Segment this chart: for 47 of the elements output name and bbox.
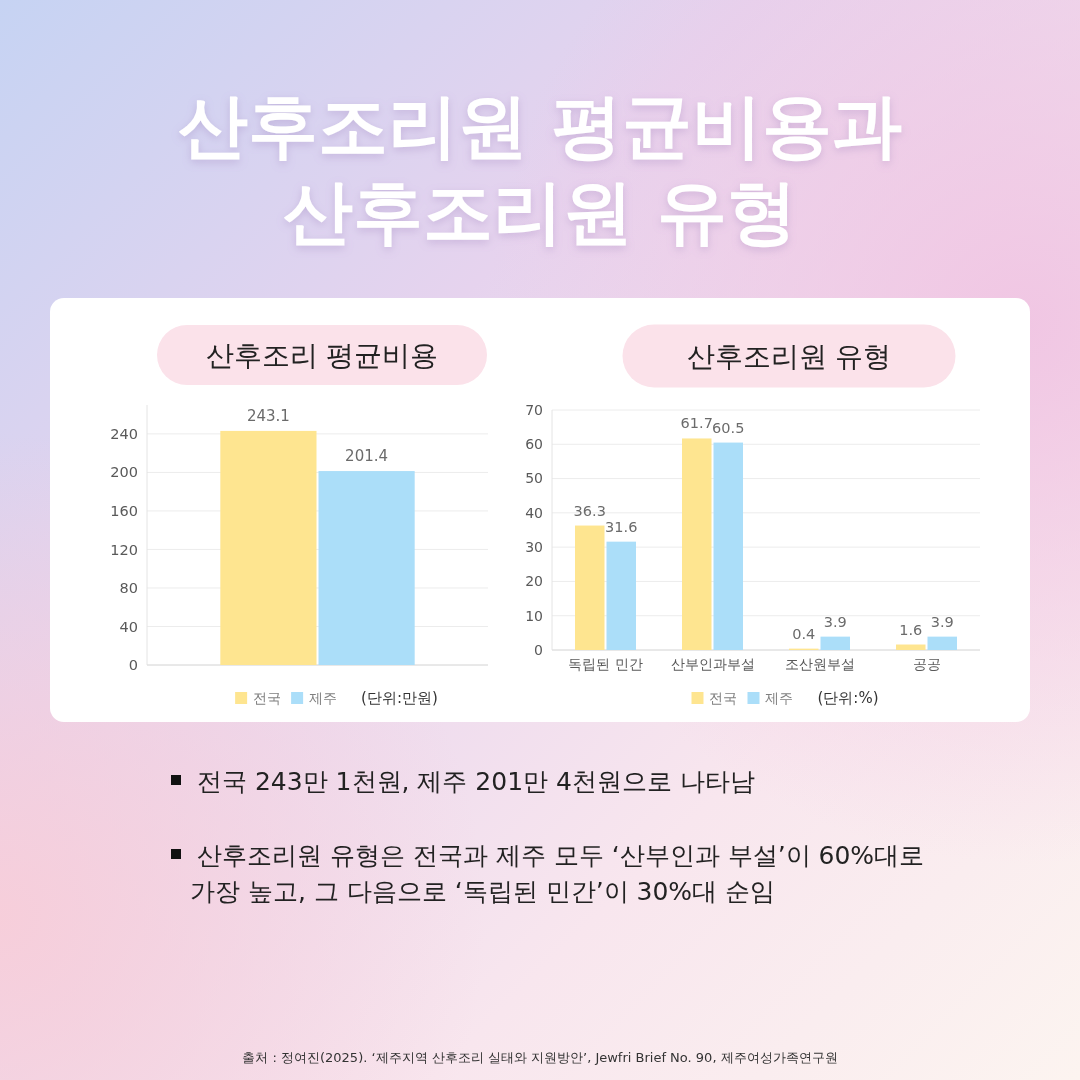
y-tick-label: 70 [525,401,543,418]
data-label: 243.1 [246,406,290,425]
bar [682,438,712,650]
data-label: 61.7 [680,415,713,432]
x-tick-label: 공공 [912,655,941,672]
y-tick-label: 120 [110,541,138,558]
text: 산후조리원 유형은 전국과 제주 모두 ‘산부인과 부설’이 60%대로 가장 높고, 그 다음으로 ‘독립된 민간’이 30%대 순임 [190,841,925,906]
x-tick-label: 산부인과부설 [670,655,755,672]
data-label: 201.4 [345,447,389,466]
legend-label: 전국 [253,689,282,706]
x-tick-label: 조산원부설 [784,655,855,672]
legend-label: 전국 [709,689,738,706]
text: 전국 243만 1천원, 제주 201만 4천원으로 나타남 [197,767,755,796]
data-label: 36.3 [573,502,606,519]
data-label: 31.6 [605,518,638,535]
y-tick-label: 20 [525,573,543,590]
y-tick-label: 60 [525,436,543,453]
bar [820,636,850,650]
bar [575,525,605,650]
chart-title: 산후조리 평균비용 [205,338,439,372]
bar [927,636,957,650]
y-tick-label: 200 [110,464,138,481]
y-tick-label: 30 [525,539,543,556]
text: (단위:만원) [361,689,438,708]
data-label: 3.9 [823,613,847,630]
text: (단위:%) [817,689,879,708]
bar [606,541,636,650]
bar [896,644,926,650]
source-note: 출처 : 정여진(2025). ‘제주지역 산후조리 실태와 지원방안’, Jewfri Brief No. 90, 제주여성가족연구원 [242,1050,838,1065]
y-tick-label: 40 [119,618,138,635]
chart-title: 산후조리원 유형 [686,339,892,373]
y-tick-label: 40 [525,504,543,521]
data-label: 0.4 [792,625,816,642]
data-label: 3.9 [930,613,954,630]
legend-label: 제주 [309,689,338,706]
y-tick-label: 80 [119,580,138,597]
bar [713,442,743,650]
x-tick-label: 독립된 민간 [568,655,643,672]
y-tick-label: 0 [128,657,138,674]
y-tick-label: 160 [110,503,138,519]
data-label: 1.6 [899,621,923,638]
y-tick-label: 0 [534,641,543,658]
legend-label: 제주 [765,689,794,706]
y-tick-label: 10 [525,607,543,624]
data-label: 60.5 [712,419,745,436]
y-tick-label: 50 [525,470,543,487]
y-tick-label: 240 [110,425,138,442]
